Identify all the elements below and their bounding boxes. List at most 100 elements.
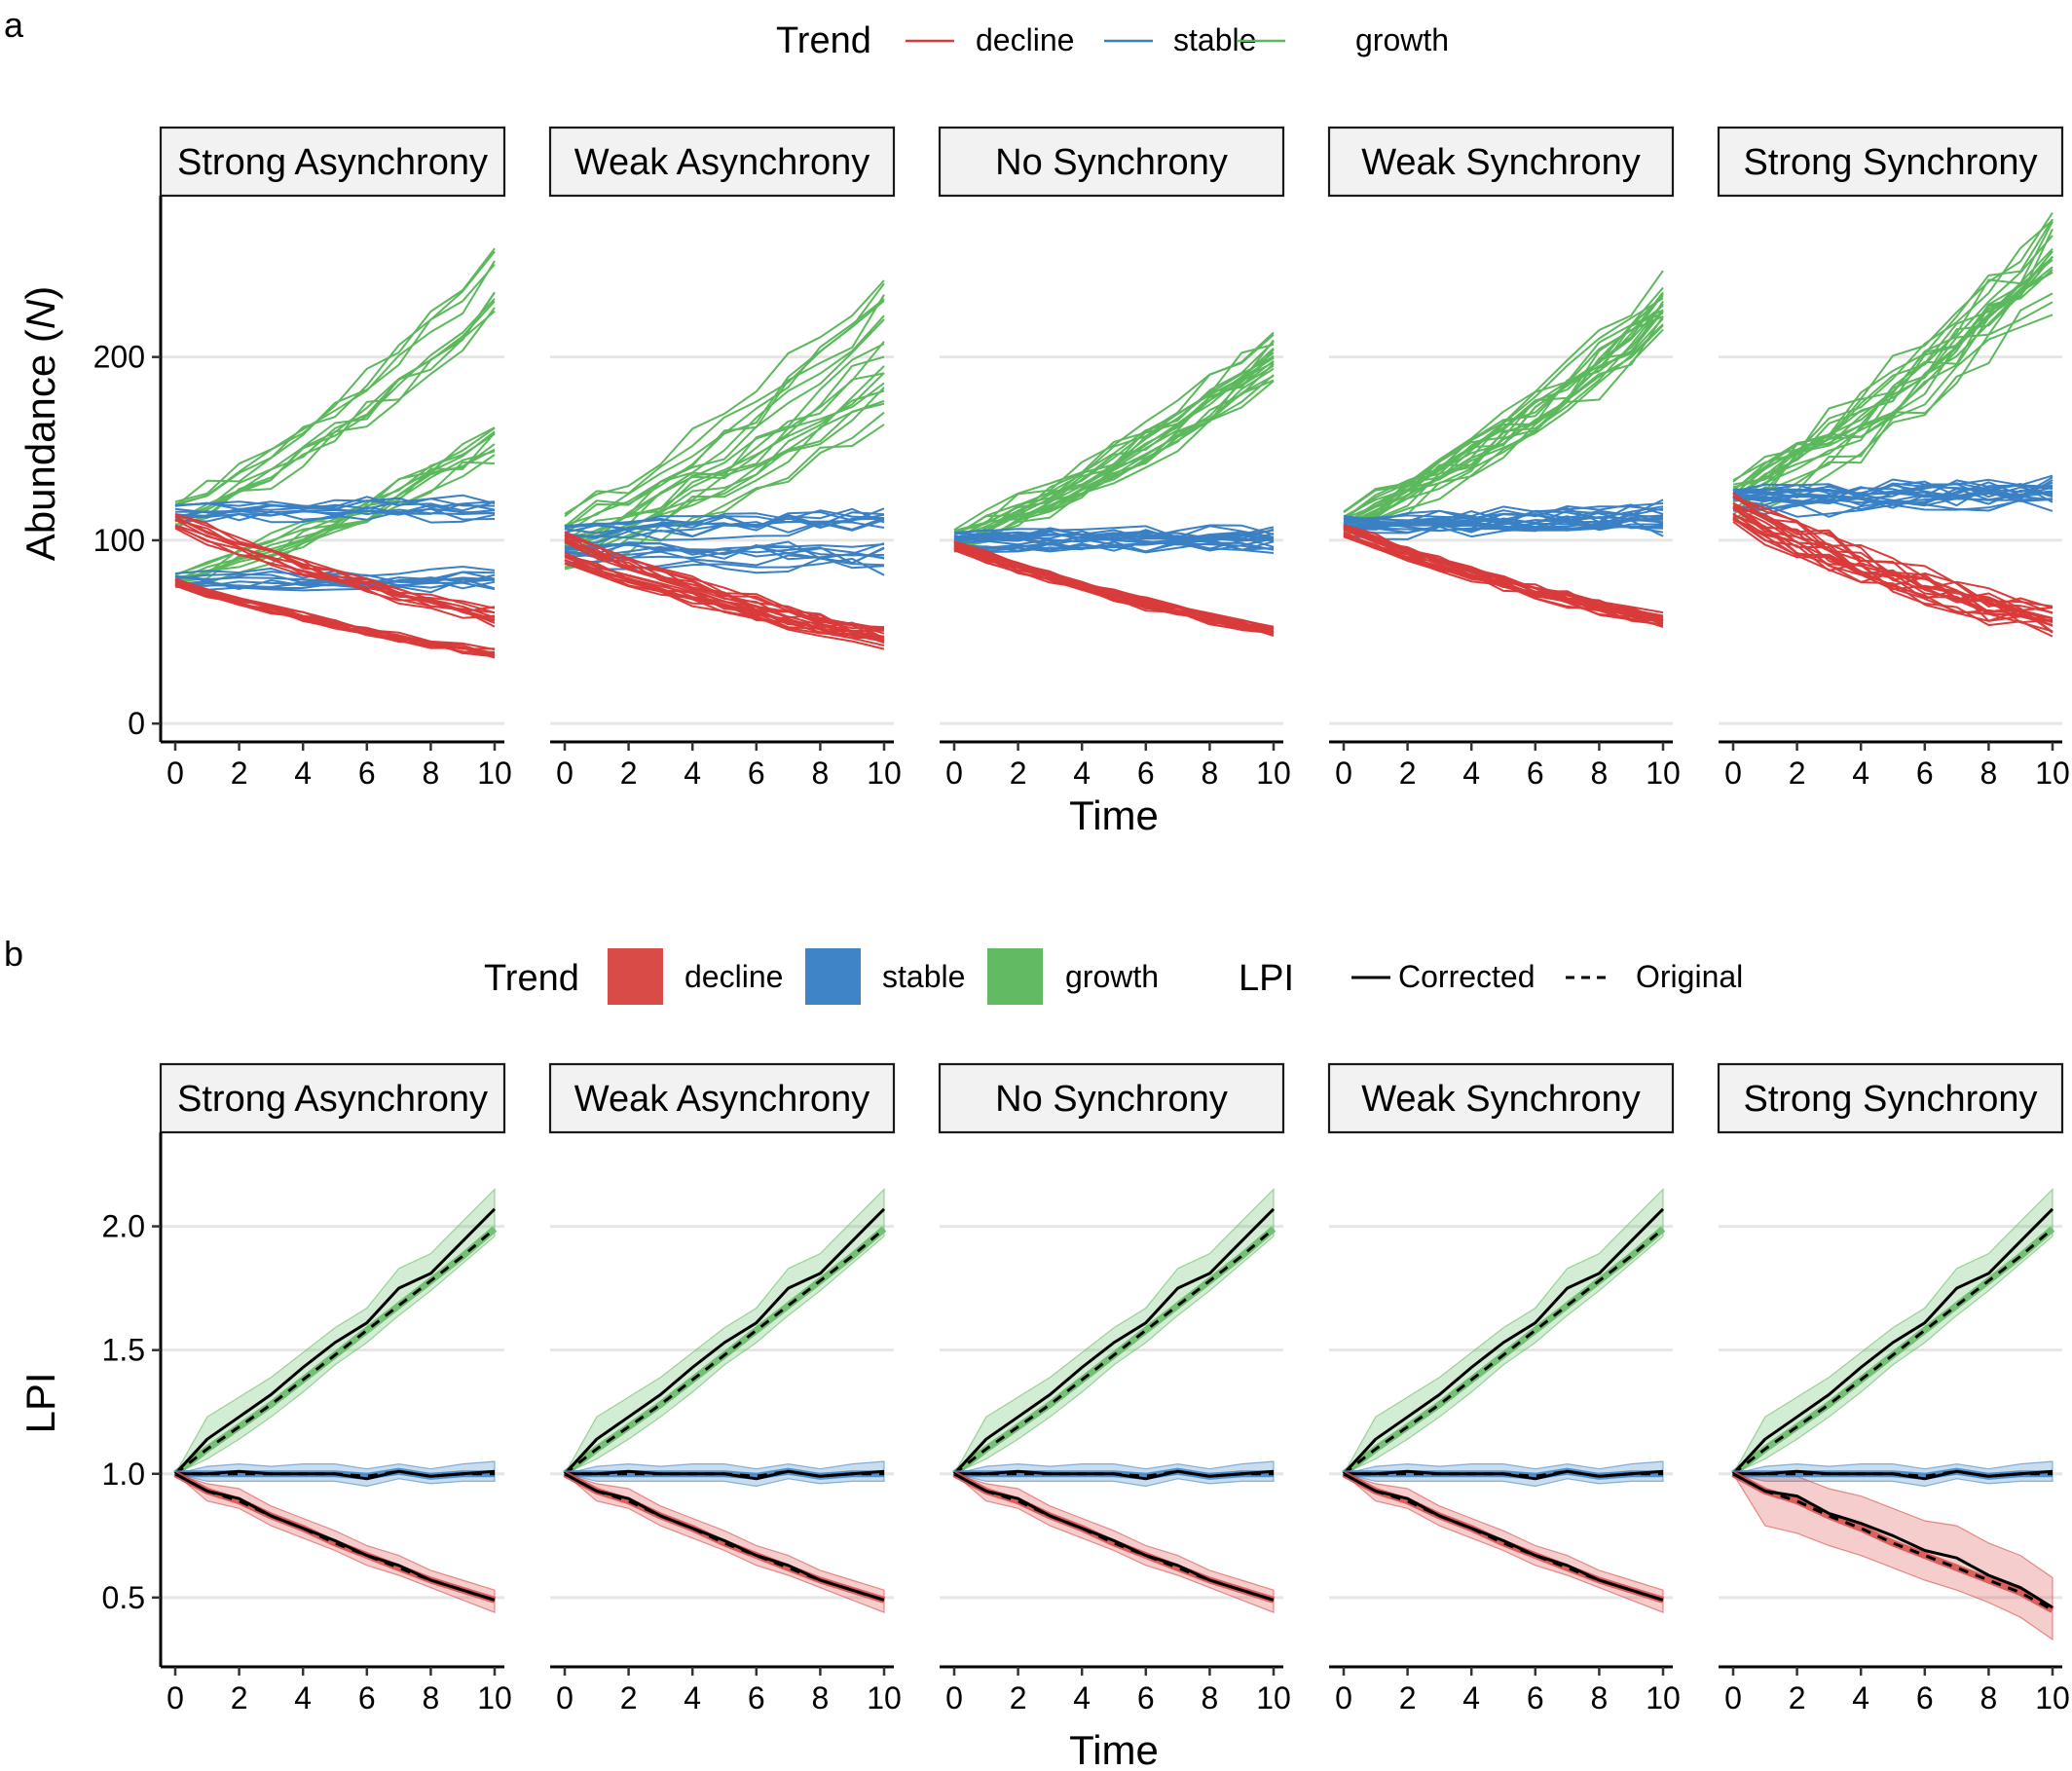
x-tick-label: 0 [556,756,574,791]
trajectory-growth [1343,323,1664,531]
trajectory-decline [1343,527,1664,617]
trajectory-growth [1343,303,1664,520]
x-tick-label: 0 [166,1680,184,1716]
facet-weak-synchrony: Weak Synchrony 0 2 4 6 8 10 [1327,1062,1681,1716]
x-tick-label: 4 [1073,1680,1091,1716]
trajectory-stable [564,509,885,528]
x-tick-label: 8 [812,756,830,791]
lpi-corrected-stable [565,1469,885,1481]
panel-a-ylabel-close: ) [18,286,63,300]
trajectory-growth [564,372,885,542]
x-tick-label: 2 [1010,1680,1027,1716]
x-tick-label: 6 [1137,1680,1155,1716]
trajectory-stable [953,525,1275,538]
x-tick-label: 4 [1462,1680,1480,1716]
x-tick-label: 4 [684,756,701,791]
trajectory-decline [1732,514,2054,623]
lpi-corrected-decline [953,1472,1275,1602]
ci-ribbon-growth [563,1188,885,1476]
facet-strip [1717,126,2064,198]
lpi-corrected-stable [954,1469,1275,1481]
trajectory-growth [1343,314,1664,525]
facet-no-synchrony: No Synchrony 0 2 4 6 8 10 [938,1062,1291,1716]
lpi-corrected-growth [952,1207,1276,1475]
x-tick-label: 8 [1202,1680,1219,1716]
trajectory-stable [953,528,1275,542]
trajectory-growth [174,307,496,526]
trajectory-stable [564,557,885,574]
trajectory-stable [1732,488,2054,506]
x-tick-label: 2 [1010,756,1027,791]
trajectory-growth [174,461,496,589]
panel-a-ylabel-text: Abundance ( [18,329,63,561]
x-tick-label: 4 [1852,756,1869,791]
x-tick-label: 8 [1591,756,1609,791]
facet-weak-synchrony: Weak Synchrony 0 2 4 6 8 10 [1327,126,1681,791]
x-tick-label: 8 [423,756,440,791]
trajectory-decline [1343,535,1664,626]
y-tick-label: 200 [93,340,145,375]
x-tick-label: 8 [812,1680,830,1716]
ci-ribbon-growth [1731,1188,2054,1476]
legend-b-label-decline: decline [684,959,783,994]
lpi-original-growth [174,1227,496,1475]
x-tick-label: 10 [1256,756,1291,791]
trajectory-decline [953,541,1275,629]
facet-data [174,247,496,659]
facet-strong-synchrony: Strong Synchrony 0 2 4 6 8 10 [1717,1062,2070,1716]
panel-b-ylabel: LPI [18,1372,63,1433]
trajectory-decline [1343,524,1664,622]
trajectory-growth [953,359,1275,541]
lpi-corrected-decline [564,1472,885,1602]
x-tick-label: 6 [1137,756,1155,791]
trajectory-decline [1732,518,2054,624]
legend-b-label-stable: stable [882,959,965,994]
facet-strip [548,1062,896,1134]
legend-a: Trend decline stable growth [776,20,1449,61]
trajectory-stable [564,540,885,560]
trajectory-stable [1343,519,1664,535]
legend-b-key-growth [987,948,1043,1005]
trajectory-stable [564,507,885,528]
facet-strip-label: Weak Synchrony [1361,1079,1641,1120]
facet-data [1343,270,1664,629]
trajectory-stable [174,576,496,588]
facet-data [953,331,1275,637]
x-tick-label: 0 [945,756,963,791]
ci-ribbon-growth [952,1188,1275,1476]
x-tick-label: 4 [1852,1680,1869,1716]
y-tick-label: 0.5 [102,1580,145,1615]
trajectory-decline [1732,501,2054,611]
lpi-original-growth [1732,1227,2054,1475]
trajectory-growth [564,372,885,546]
lpi-original-decline [1732,1472,2054,1611]
x-tick-label: 4 [294,1680,312,1716]
trajectory-stable [1343,507,1664,530]
facet-strip-label: Strong Asynchrony [177,142,488,183]
facet-weak-asynchrony: Weak Asynchrony 0 2 4 6 8 10 [548,126,902,791]
facet-data [172,1188,498,1613]
trajectory-growth [564,387,885,555]
x-tick-label: 6 [748,1680,765,1716]
panel-a-ylabel-italic: N [18,299,63,329]
x-tick-label: 0 [1335,1680,1352,1716]
trajectory-decline [953,540,1275,630]
legend-b-label-growth: growth [1065,959,1159,994]
legend-b-key-decline [608,948,663,1005]
trajectory-stable [953,535,1275,550]
facet-strip [938,126,1285,198]
trajectory-decline [953,540,1275,628]
x-tick-label: 10 [1256,1680,1291,1716]
trajectory-growth [1732,249,2054,496]
trajectory-decline [1343,532,1664,624]
trajectory-stable [1732,490,2054,510]
facet-data [1730,1188,2055,1642]
x-tick-label: 0 [556,1680,574,1716]
lpi-corrected-stable [1733,1469,2054,1481]
facet-strip-label: Weak Asynchrony [574,1079,870,1120]
x-tick-label: 8 [423,1680,440,1716]
lpi-corrected-stable [175,1469,496,1481]
panel-a-letter: a [4,5,24,45]
x-tick-label: 0 [945,1680,963,1716]
